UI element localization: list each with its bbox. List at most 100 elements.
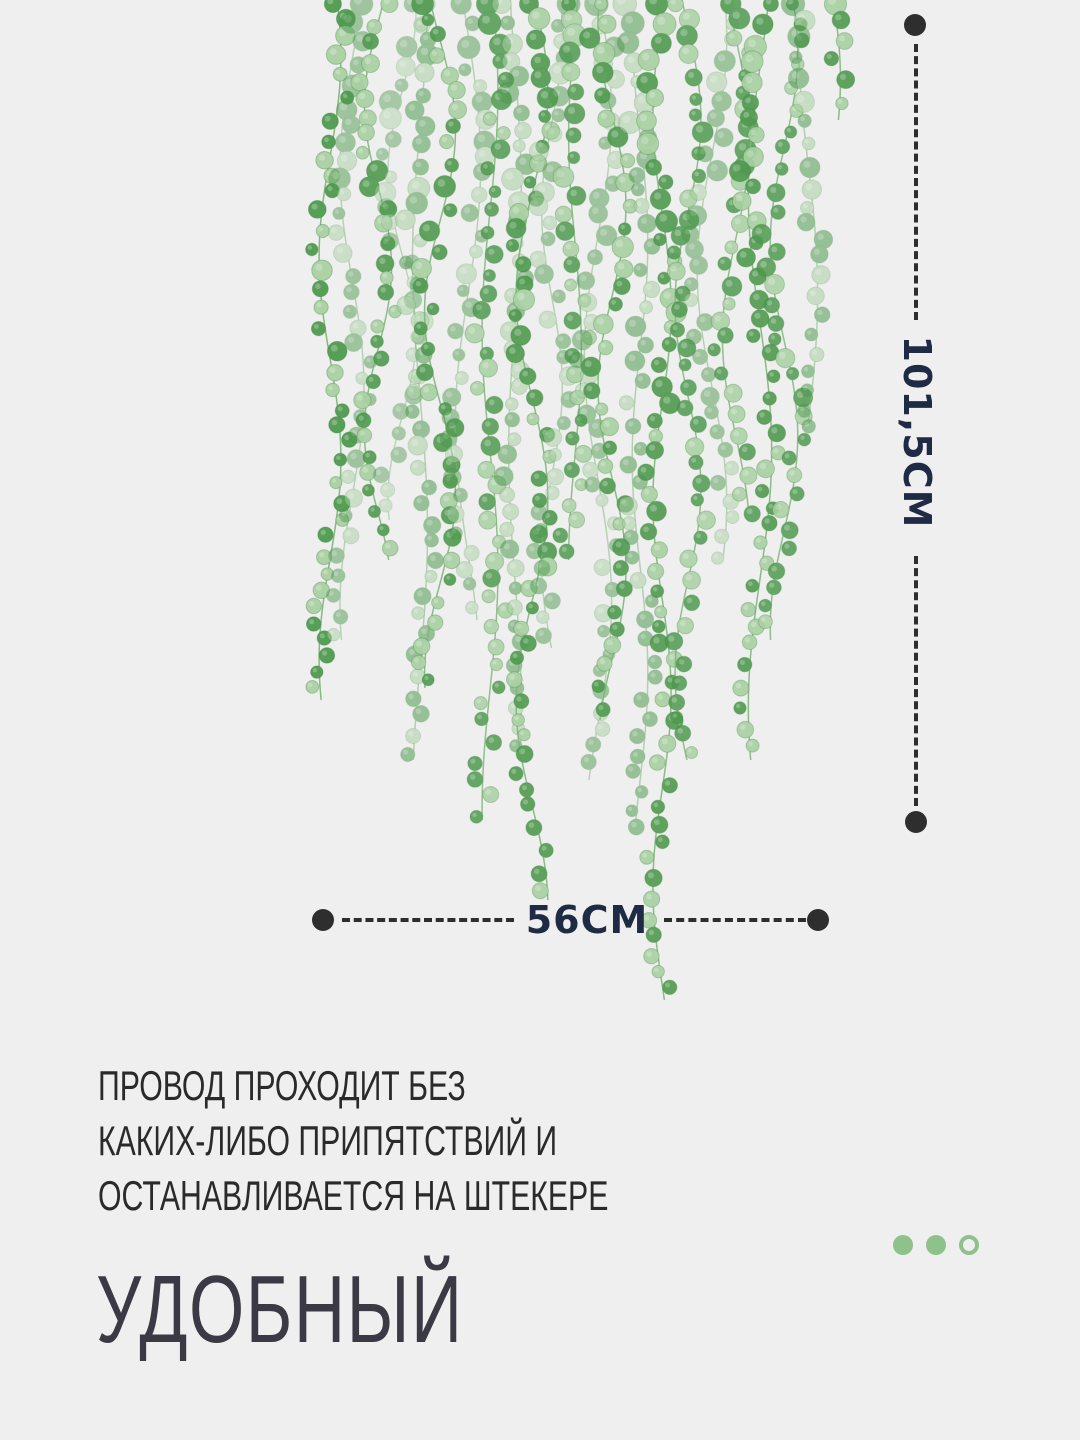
vine-leaf [525,542,543,560]
vine-leaf [480,161,496,176]
leaf-highlight [311,203,318,210]
leaf-highlight [503,18,508,24]
leaf-highlight [817,233,824,240]
leaf-highlight [760,617,766,622]
pagination-dot[interactable] [926,1235,946,1255]
leaf-highlight [640,466,647,473]
leaf-highlight [728,512,733,518]
vine-leaf [686,205,708,227]
leaf-highlight [571,514,577,521]
leaf-highlight [383,238,389,244]
width-dashed-line-right [664,918,806,922]
leaf-highlight [535,885,541,892]
leaf-highlight [733,164,741,172]
leaf-highlight [509,602,516,608]
leaf-highlight [622,499,629,507]
leaf-highlight [315,283,321,290]
leaf-highlight [338,136,346,143]
leaf-highlight [654,622,659,627]
vine-leaf [620,153,636,169]
vine-leaf [602,440,618,456]
leaf-highlight [577,385,584,391]
vine-leaf [823,50,840,67]
vine-strand [305,0,358,701]
pagination-dot-active[interactable] [959,1235,979,1255]
vine-leaf [533,559,551,577]
vine-leaf [342,304,358,319]
vine-leaf [747,126,765,144]
vine-leaf [597,340,614,356]
vine-leaf [684,68,703,87]
vine-leaf [611,235,634,259]
leaf-highlight [466,548,472,554]
leaf-highlight [492,660,497,665]
leaf-highlight [736,703,741,709]
vine-leaf [762,0,779,13]
vine-leaf [552,527,569,544]
vine-leaf [361,483,375,497]
leaf-highlight [566,464,573,471]
leaf-highlight [640,75,648,84]
vine-leaf [584,476,601,493]
leaf-highlight [563,394,570,400]
leaf-highlight [481,514,489,521]
vine-leaf [384,170,398,184]
leaf-highlight [826,54,832,59]
vine-leaf [717,256,732,271]
vine-leaf [644,868,663,888]
leaf-highlight [370,507,375,512]
leaf-highlight [522,370,529,377]
leaf-highlight [561,546,567,552]
leaf-highlight [471,247,477,252]
vine-leaf [505,238,520,253]
pagination-dot[interactable] [893,1235,913,1255]
vine-leaf [801,364,815,379]
leaf-highlight [800,116,805,122]
leaf-highlight [791,29,800,38]
vine-leaf [449,526,463,541]
leaf-highlight [481,496,488,503]
leaf-highlight [720,259,725,264]
vine-leaf [727,405,746,424]
vine-leaf [336,150,358,172]
vine-leaf [646,412,663,429]
leaf-highlight [611,299,616,305]
vine-leaf [361,54,380,73]
vine-leaf [367,504,381,519]
leaf-highlight [744,637,751,643]
leaf-highlight [590,252,596,258]
leaf-highlight [717,54,726,62]
vine-leaf [796,212,816,232]
vine-leaf [491,0,512,14]
leaf-highlight [577,480,582,485]
leaf-highlight [484,439,491,447]
leaf-highlight [603,420,610,428]
leaf-highlight [510,622,515,627]
leaf-highlight [415,261,423,269]
leaf-highlight [408,386,415,393]
leaf-highlight [655,380,663,388]
leaf-highlight [397,80,402,86]
leaf-highlight [550,450,556,456]
vine-leaf [617,222,632,236]
leaf-highlight [500,605,506,611]
leaf-highlight [430,617,436,623]
leaf-highlight [714,315,721,322]
leaf-highlight [346,287,352,293]
leaf-highlight [507,400,513,405]
vine-leaf [706,108,726,128]
vine-leaf [454,371,469,385]
leaf-highlight [495,0,503,5]
leaf-highlight [619,583,625,589]
leaf-highlight [477,232,482,237]
leaf-highlight [680,620,686,627]
leaf-highlight [611,130,619,138]
vine-leaf [666,262,686,281]
vine-leaf [678,358,692,372]
leaf-highlight [423,386,430,393]
vine-leaf [658,174,674,190]
leaf-highlight [564,501,570,506]
vine-leaf [831,10,851,30]
vine-leaf [529,577,548,595]
leaf-highlight [427,535,432,541]
